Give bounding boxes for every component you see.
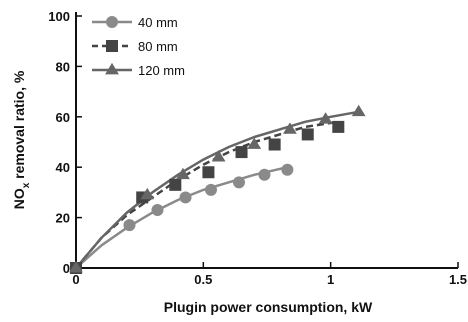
x-tick-label: 1.5 — [449, 272, 467, 287]
legend-label: 80 mm — [138, 39, 178, 54]
x-tick-label: 0.5 — [194, 272, 212, 287]
data-point-series-2 — [235, 146, 248, 159]
data-point-series-1 — [258, 168, 271, 181]
y-tick-label: 100 — [48, 9, 70, 24]
fit-curve-series-1 — [75, 165, 288, 269]
data-point-series-1 — [232, 176, 245, 189]
data-point-series-1 — [281, 163, 294, 176]
y-axis-title-main: NO — [11, 188, 27, 209]
x-tick-label: 1 — [327, 272, 334, 287]
data-point-series-3 — [318, 112, 333, 124]
data-point-series-2 — [301, 128, 314, 141]
data-point-series-1 — [179, 191, 192, 204]
y-axis-title: NOx removal ratio, % — [11, 70, 32, 209]
data-point-series-3 — [211, 150, 226, 162]
data-point-series-1 — [123, 219, 136, 232]
data-point-series-3 — [351, 104, 366, 117]
y-axis-title-rest: removal ratio, % — [11, 70, 27, 183]
fit-curve-series-3 — [75, 110, 359, 269]
legend-marker — [105, 62, 119, 75]
data-point-series-2 — [268, 138, 281, 151]
y-tick-label: 0 — [63, 261, 70, 276]
data-point-series-1 — [151, 204, 164, 217]
x-tick-label: 0 — [72, 272, 79, 287]
data-point-series-2 — [202, 166, 215, 179]
data-markers — [69, 104, 366, 274]
data-point-series-3 — [176, 167, 190, 180]
fit-curves — [75, 110, 359, 269]
data-point-series-1 — [204, 183, 217, 196]
legend-label: 120 mm — [138, 63, 185, 78]
legend-marker — [106, 16, 118, 28]
x-axis-title: Plugin power consumption, kW — [164, 299, 373, 315]
data-point-series-3 — [247, 137, 262, 149]
data-point-series-3 — [140, 187, 155, 200]
fit-curve-series-2 — [75, 120, 339, 269]
y-tick-label: 60 — [56, 110, 70, 125]
axes: 0 20 40 60 80 100 0 0.5 1 1.5 — [48, 9, 467, 287]
y-axis-title-subscript: x — [21, 182, 32, 188]
data-point-series-3 — [283, 122, 297, 134]
y-tick-label: 80 — [56, 59, 70, 74]
legend: 40 mm 80 mm 120 mm — [92, 15, 185, 78]
data-point-series-2 — [169, 178, 182, 191]
data-point-series-3 — [69, 260, 83, 273]
y-tick-label: 40 — [56, 160, 70, 175]
legend-label: 40 mm — [138, 15, 178, 30]
data-point-series-2 — [332, 120, 345, 133]
legend-marker — [106, 40, 118, 52]
y-tick-label: 20 — [56, 211, 70, 226]
